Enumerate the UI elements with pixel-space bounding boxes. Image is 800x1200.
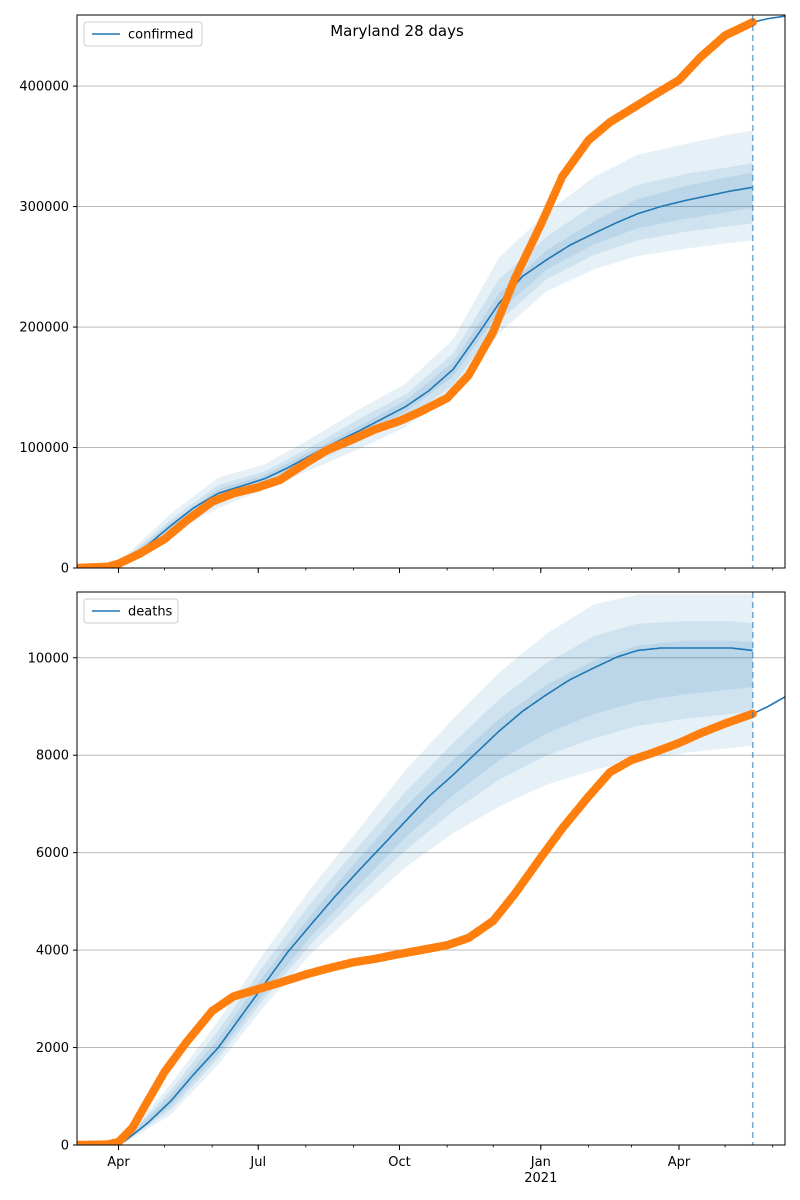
median-line	[77, 647, 753, 1145]
median-line	[77, 186, 753, 568]
legend-box	[83, 598, 179, 624]
post-forecast-line	[752, 696, 785, 715]
confirmed-panel: Maryland 28 days 0 100000 200000 300000 4000…	[19, 14, 786, 577]
legend: deaths	[83, 598, 179, 624]
x-tick-label: Jan	[530, 1155, 551, 1170]
observed-series	[77, 709, 757, 1145]
legend-label: deaths	[128, 605, 173, 620]
y-tick-label: 2000	[36, 1041, 69, 1056]
plot-area	[77, 15, 785, 568]
y-tick-label: 4000	[36, 944, 69, 959]
uncertainty-band-2	[124, 640, 753, 1142]
y-tick-label: 8000	[36, 749, 69, 764]
y-tick-label: 400000	[19, 80, 69, 95]
observed-point	[748, 18, 757, 27]
uncertainty-band-2	[124, 172, 753, 563]
axes-frame	[76, 14, 786, 569]
x-tick-label: Oct	[388, 1155, 410, 1170]
legend-box	[83, 21, 203, 47]
uncertainty-band-0	[124, 594, 753, 1144]
y-tick-label: 6000	[36, 846, 69, 861]
legend-label: confirmed	[128, 28, 194, 43]
x-tick-label: Jul	[249, 1155, 266, 1170]
legend: confirmed	[83, 21, 203, 47]
x-tick-label: Apr	[107, 1155, 130, 1170]
observed-series	[77, 18, 757, 568]
y-tick-label: 0	[61, 1139, 69, 1154]
y-tick-label: 0	[61, 562, 69, 577]
uncertainty-band-1	[124, 621, 753, 1143]
x-tick-label: Apr	[668, 1155, 691, 1170]
axes-frame	[76, 591, 786, 1146]
x-tick-year-label: 2021	[524, 1171, 557, 1186]
chart-title: Maryland 28 days	[330, 22, 464, 40]
y-tick-label: 200000	[19, 321, 69, 336]
uncertainty-band-0	[124, 130, 753, 565]
y-tick-label: 100000	[19, 441, 69, 456]
uncertainty-band-1	[124, 163, 753, 564]
y-tick-label: 300000	[19, 200, 69, 215]
plot-area	[77, 594, 785, 1145]
y-tick-label: 10000	[28, 651, 69, 666]
post-forecast-line	[752, 15, 785, 23]
